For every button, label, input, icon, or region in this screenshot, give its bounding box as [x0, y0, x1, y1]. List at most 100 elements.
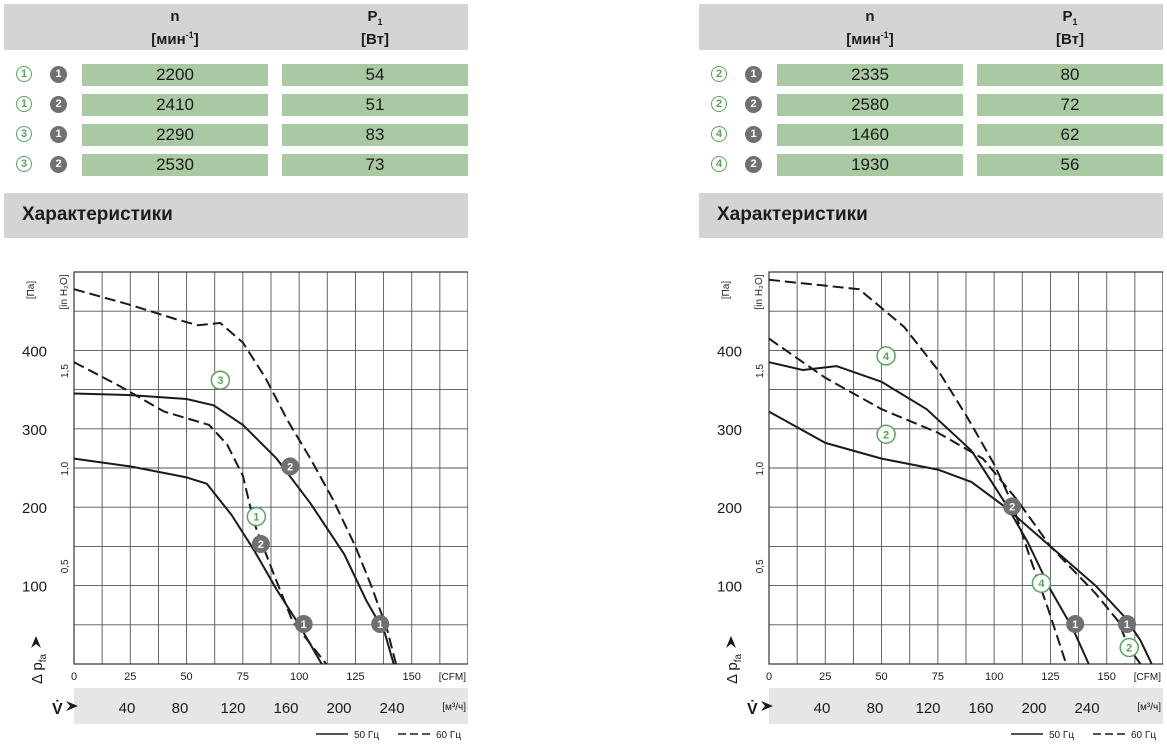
- curve-label-marker: 4: [876, 346, 896, 366]
- y-tick-label-pa: 300: [717, 422, 742, 439]
- power-value: 72: [977, 94, 1163, 116]
- y-tick-label-pa: 400: [717, 343, 742, 360]
- marker-circle: [876, 424, 896, 445]
- speed-value: 2335: [777, 64, 963, 86]
- table-row: 4 2 1930 56: [699, 154, 1163, 176]
- power-value: 73: [282, 154, 468, 176]
- x-tick-label-cfm: 75: [932, 671, 944, 683]
- header-p-unit: [Вт]: [1056, 31, 1084, 48]
- header-p-sub: 1: [377, 17, 383, 27]
- table-row: 2 2 2580 72: [699, 94, 1163, 116]
- marker-label: 1: [253, 512, 259, 524]
- marker-circle: [210, 370, 231, 390]
- x-tick-label-m3h: 160: [969, 700, 994, 717]
- point-marker: 2: [50, 156, 67, 173]
- curve-4-dashed: [768, 278, 1068, 665]
- speed-value: 2290: [82, 124, 268, 146]
- marker-label: 2: [287, 461, 293, 473]
- fan-curve-chart: 0 25 50 75 100 125 150 [CFM] 40 80 120 160 200 240 [м³…: [717, 271, 1163, 741]
- x-axis-arrow: [761, 701, 773, 711]
- header-n-unit-end: ]: [193, 31, 199, 48]
- curve-4-solid: [768, 361, 1090, 665]
- header-p-label: P: [367, 8, 378, 25]
- x-unit-cfm: [CFM]: [1134, 672, 1161, 683]
- x-tick-label-m3h: 240: [1075, 700, 1100, 717]
- power-value: 54: [282, 64, 468, 86]
- section-title: Характеристики: [717, 204, 868, 225]
- marker-label: 1: [1072, 619, 1078, 631]
- point-marker: 1: [50, 66, 67, 83]
- marker-circle: [371, 615, 390, 634]
- marker-label: 4: [883, 351, 890, 363]
- header-n-label: n: [865, 8, 875, 25]
- y-axis-arrow: [726, 636, 736, 648]
- x-tick-label-m3h: 80: [867, 700, 884, 717]
- marker-circle: [251, 535, 270, 554]
- x-axis-label: V̇: [52, 700, 63, 718]
- curve-label-marker: 2: [876, 424, 896, 445]
- table-row: 4 1 1460 62: [699, 124, 1163, 146]
- x-tick-label-m3h: 200: [327, 700, 352, 717]
- x-tick-label-cfm: 25: [124, 671, 136, 683]
- y-tick-label-pa: 200: [22, 500, 47, 517]
- header-p-unit: [Вт]: [361, 31, 389, 48]
- header-n-sup: -1: [880, 30, 889, 40]
- y-tick-label-inh2o: 1,5: [60, 364, 71, 378]
- table-row: 2 1 2335 80: [699, 64, 1163, 86]
- curve-label-marker: 4: [1031, 573, 1052, 593]
- marker-circle: [246, 506, 267, 527]
- curve-marker: 1: [16, 66, 32, 82]
- power-value: 62: [977, 124, 1163, 146]
- x-tick-label-m3h: 120: [221, 700, 246, 717]
- marker-label: 2: [1009, 501, 1015, 513]
- x-tick-label-cfm: 25: [819, 671, 831, 683]
- fan-curve-chart: 0 25 50 75 100 125 150 [CFM] 40 80 120 160 200 240 [м³…: [22, 271, 468, 741]
- x-tick-label-m3h: 240: [380, 700, 405, 717]
- y-axis-label-sub: fa: [38, 654, 49, 663]
- x-tick-label-cfm: 125: [1041, 671, 1059, 683]
- x-tick-label-cfm: 50: [875, 671, 887, 683]
- y-axis-label: Δ pfa: [724, 654, 744, 684]
- header-n: n [мин-1]: [777, 8, 963, 49]
- point-marker: 1: [745, 126, 762, 143]
- x-tick-label-cfm: 0: [71, 671, 77, 683]
- power-value: 83: [282, 124, 468, 146]
- y-tick-label-inh2o: 0,5: [755, 559, 766, 573]
- marker-circle: [281, 457, 300, 476]
- plot-frame: [73, 271, 468, 665]
- marker-label: 1: [1124, 619, 1130, 631]
- speed-value: 1930: [777, 154, 963, 176]
- y-tick-label-inh2o: 1,0: [755, 461, 766, 475]
- header-n: n [мин-1]: [82, 8, 268, 49]
- x-tick-label-m3h: 160: [274, 700, 299, 717]
- header-p-sub: 1: [1072, 17, 1078, 27]
- curve-marker: 4: [711, 126, 727, 142]
- x-tick-label-cfm: 75: [237, 671, 249, 683]
- panel-left: n [мин-1] P1 [Вт] 1 1 2200 54 1 2 2410 5…: [4, 0, 468, 751]
- point-marker: 2: [50, 96, 67, 113]
- curve-marker: 3: [16, 126, 32, 142]
- speed-value: 2530: [82, 154, 268, 176]
- legend-dashed-label: 60 Гц: [436, 730, 461, 741]
- operating-point-marker: 1: [1117, 615, 1136, 634]
- curve-marker: 2: [711, 96, 727, 112]
- x-tick-label-cfm: 125: [346, 671, 364, 683]
- x-unit-m3h: [м³/ч]: [1137, 702, 1161, 713]
- operating-point-marker: 1: [1066, 615, 1085, 634]
- curve-marker: 2: [711, 66, 727, 82]
- header-n-unit: [мин: [846, 31, 881, 48]
- legend-solid-label: 50 Гц: [354, 730, 379, 741]
- marker-circle: [294, 615, 313, 634]
- x-tick-label-cfm: 0: [766, 671, 772, 683]
- header-p: P1 [Вт]: [977, 8, 1163, 49]
- y-tick-label-inh2o: 1,5: [755, 364, 766, 378]
- power-value: 51: [282, 94, 468, 116]
- marker-circle: [876, 346, 896, 366]
- y-unit-inh2o: [in H₂O]: [59, 274, 70, 309]
- table-row: 1 2 2410 51: [4, 94, 468, 116]
- y-axis-label: Δ pfa: [29, 654, 49, 684]
- header-n-unit-end: ]: [888, 31, 894, 48]
- x-tick-label-m3h: 80: [172, 700, 189, 717]
- legend-solid-label: 50 Гц: [1049, 730, 1074, 741]
- curve-2-solid: [768, 410, 1153, 665]
